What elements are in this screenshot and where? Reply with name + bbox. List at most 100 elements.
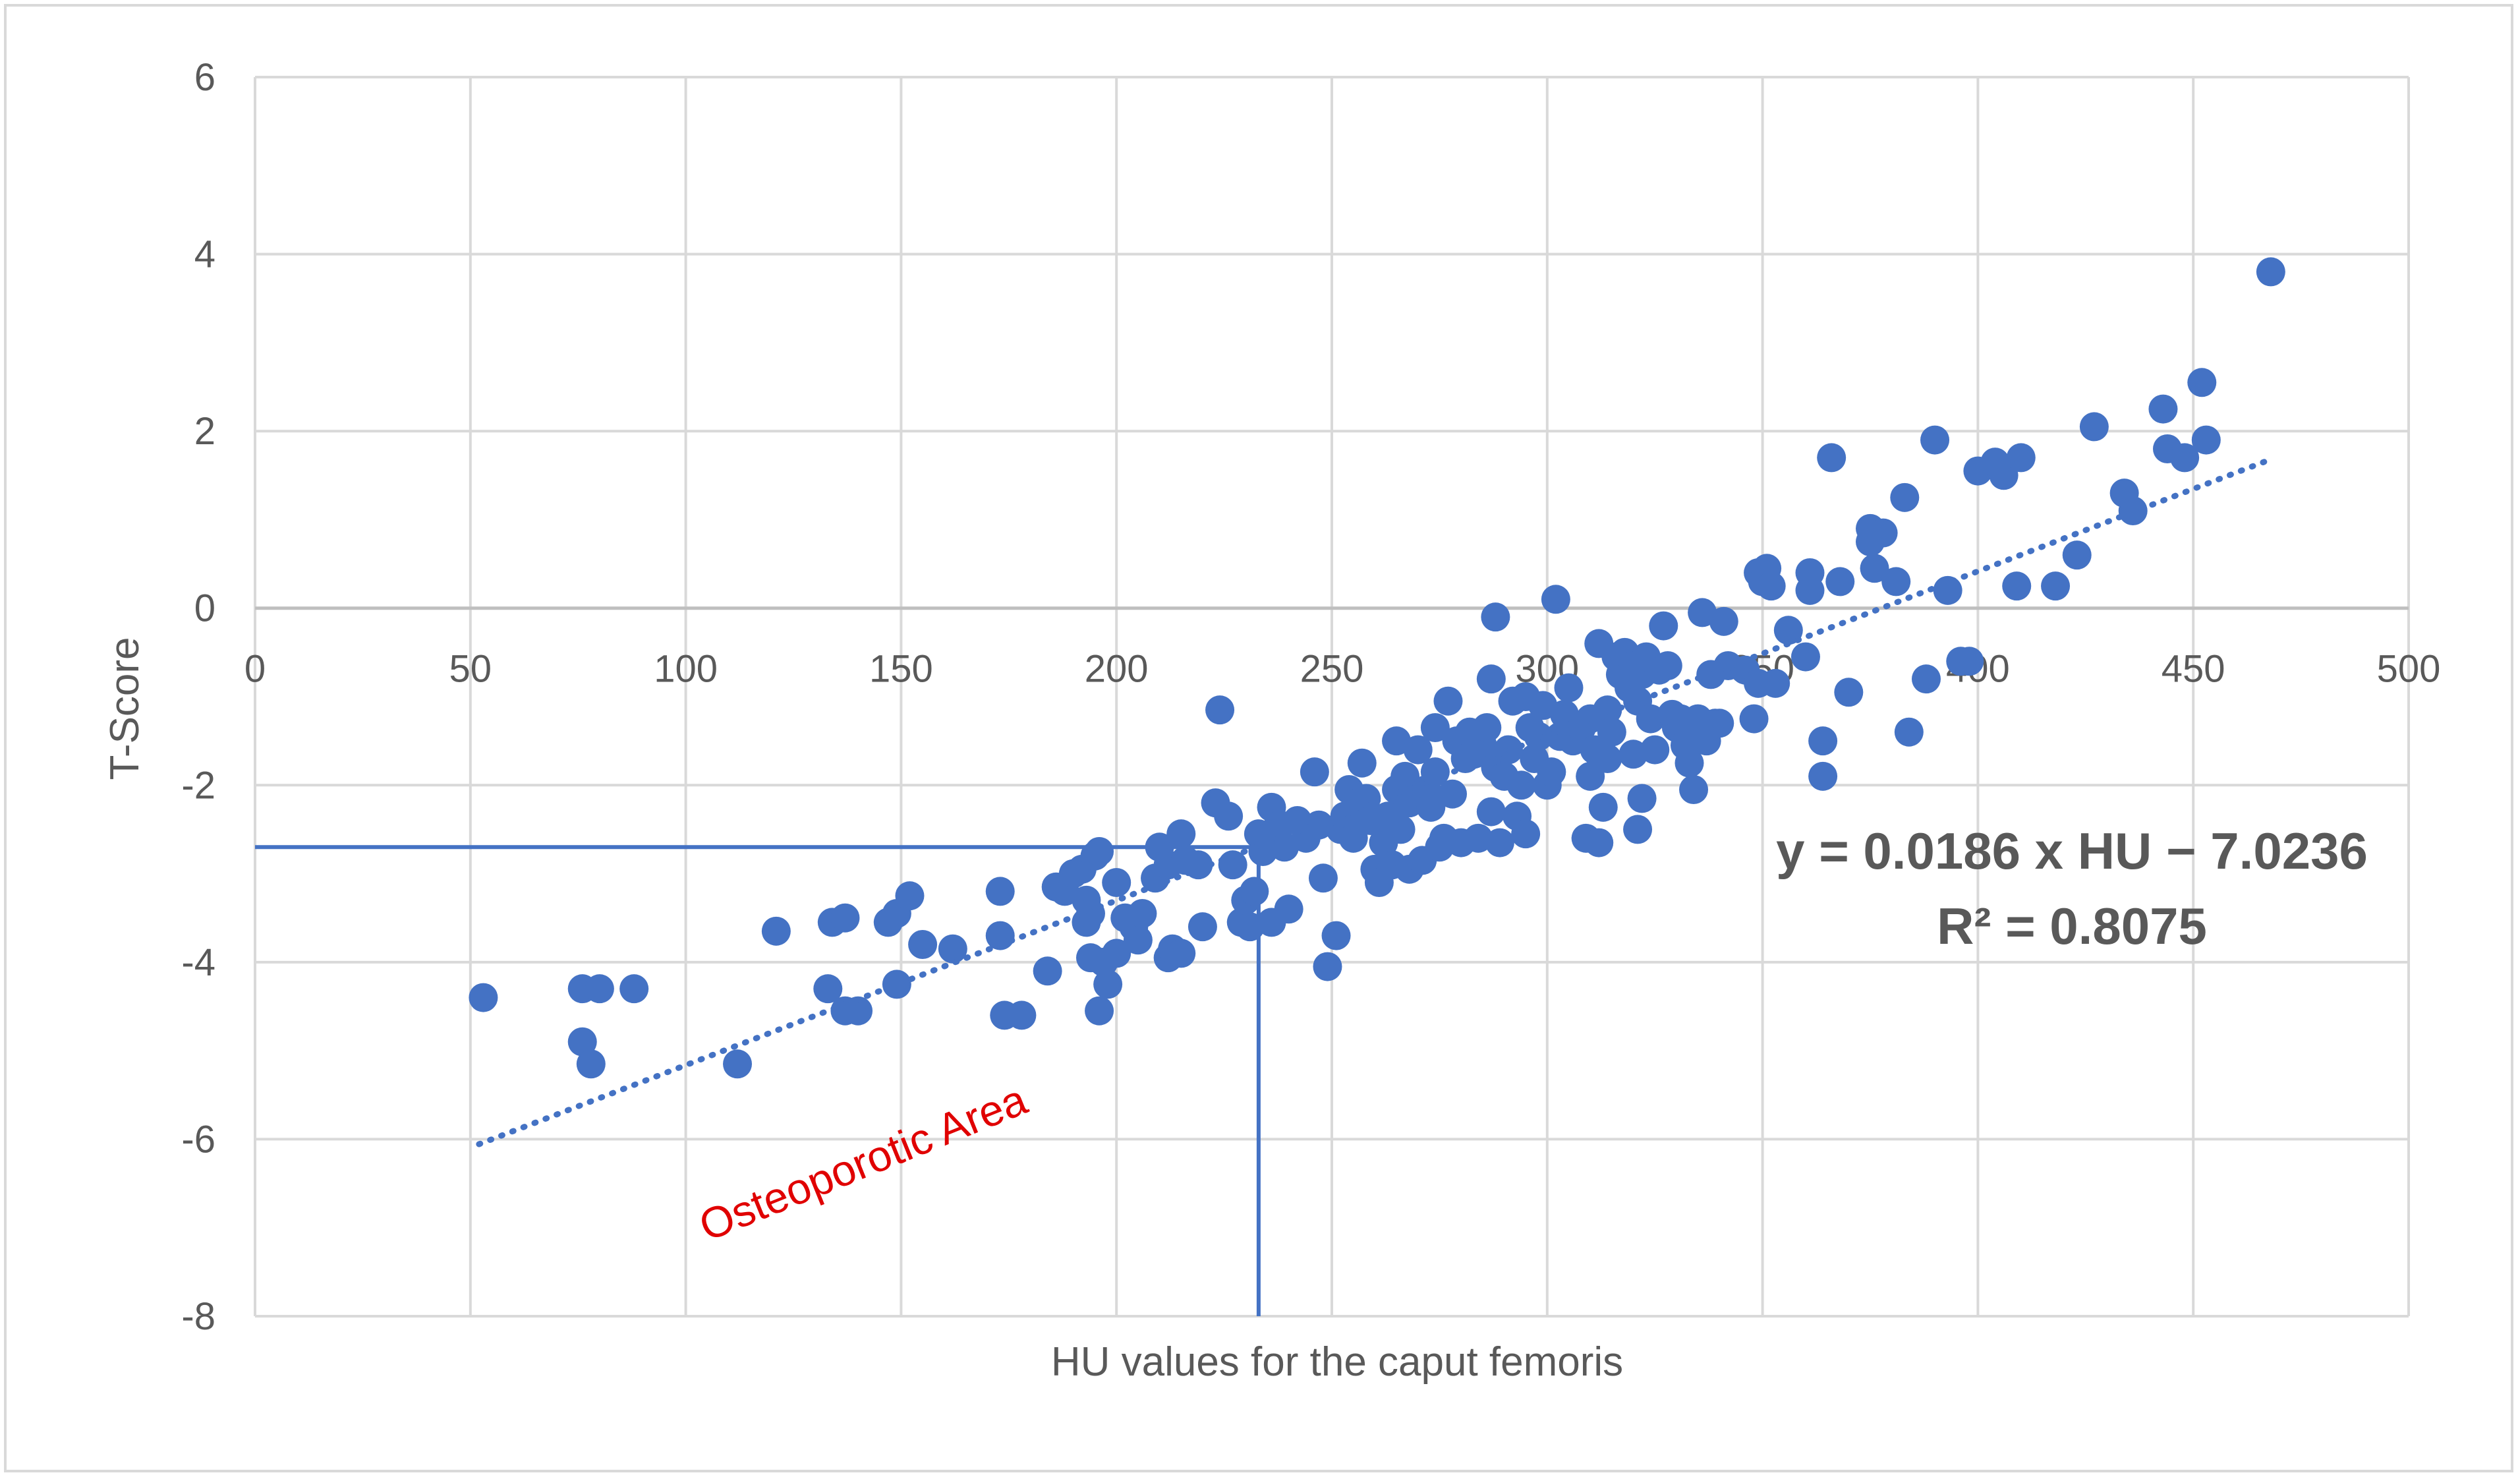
data-point: [1321, 921, 1351, 950]
data-point: [576, 1049, 606, 1079]
data-point: [1511, 819, 1541, 849]
data-point: [1085, 996, 1114, 1026]
data-point: [1218, 850, 1247, 880]
data-point: [1881, 567, 1911, 596]
data-point: [1795, 558, 1825, 587]
data-point: [1790, 642, 1820, 672]
data-point: [1597, 717, 1626, 747]
data-point: [1506, 770, 1536, 800]
data-point: [1808, 726, 1838, 756]
data-point: [1894, 717, 1924, 747]
data-point: [1274, 894, 1303, 924]
data-point: [1240, 877, 1269, 906]
data-point: [1739, 704, 1769, 734]
data-point: [1825, 567, 1855, 596]
data-point: [567, 1027, 597, 1057]
y-tick-label: 2: [194, 410, 215, 453]
y-tick-label: -4: [181, 941, 215, 984]
data-point: [1313, 952, 1342, 981]
data-point: [1554, 673, 1584, 703]
data-point: [1485, 828, 1514, 857]
data-point: [1817, 443, 1847, 473]
data-points: [469, 257, 2285, 1079]
data-point: [1214, 801, 1244, 831]
data-point: [723, 1049, 753, 1079]
data-point: [985, 877, 1015, 906]
data-point: [1352, 784, 1381, 813]
data-point: [1085, 837, 1114, 866]
data-point: [2002, 571, 2032, 601]
data-point: [1860, 554, 1889, 583]
tick-labels: 050100150200250300350400450500-8-6-4-202…: [181, 56, 2440, 1338]
data-point: [1188, 912, 1217, 942]
data-point: [469, 983, 498, 1012]
x-tick-label: 250: [1300, 648, 1364, 691]
data-point: [1300, 757, 1329, 787]
data-point: [1808, 761, 1838, 791]
data-point: [830, 903, 860, 933]
data-point: [908, 930, 938, 959]
y-tick-label: -2: [181, 764, 215, 807]
data-point: [761, 916, 791, 946]
data-point: [1304, 810, 1334, 840]
data-point: [1403, 735, 1433, 765]
data-point: [1093, 970, 1123, 999]
data-point: [1933, 575, 1962, 605]
data-point: [1416, 792, 1446, 822]
data-point: [2191, 425, 2221, 455]
data-point: [1649, 611, 1678, 641]
data-point: [1102, 939, 1131, 968]
data-point: [1308, 863, 1338, 893]
data-point: [1166, 939, 1196, 968]
data-point: [1627, 784, 1657, 813]
grid-lines: [254, 76, 2410, 1318]
data-point: [1679, 775, 1709, 804]
data-point: [1636, 704, 1665, 734]
y-axis-title: T-Score: [102, 637, 148, 780]
data-point: [895, 881, 925, 911]
data-point: [2079, 412, 2109, 442]
data-point: [1537, 757, 1566, 787]
data-point: [813, 974, 843, 1004]
data-point: [1476, 797, 1506, 826]
data-point: [1709, 606, 1738, 636]
data-point: [1420, 713, 1450, 742]
data-point: [1593, 744, 1622, 773]
data-point: [1128, 899, 1157, 928]
data-point: [1102, 868, 1131, 897]
data-point: [1653, 651, 1682, 680]
data-point: [2187, 368, 2217, 397]
threshold-lines: [255, 845, 1261, 1316]
osteoporotic-area-label: Osteoporotic Area: [693, 1074, 1034, 1250]
y-tick-label: 6: [194, 56, 215, 99]
data-point: [1618, 740, 1648, 769]
data-point: [1756, 571, 1786, 601]
data-point: [1123, 925, 1153, 955]
data-point: [1386, 815, 1416, 844]
trendline-path: [476, 457, 2270, 1147]
data-point: [1541, 585, 1570, 614]
data-point: [1033, 956, 1062, 986]
data-point: [1584, 828, 1614, 857]
trendline: [476, 457, 2270, 1147]
data-point: [2062, 540, 2092, 570]
data-point: [938, 934, 967, 964]
data-point: [1761, 668, 1790, 698]
x-tick-label: 0: [244, 648, 266, 691]
data-point: [1235, 912, 1265, 942]
data-point: [1890, 482, 1920, 512]
y-tick-label: -6: [181, 1118, 215, 1161]
data-point: [1390, 761, 1420, 791]
data-point: [2006, 443, 2036, 473]
data-point: [1347, 748, 1377, 778]
data-point: [1481, 602, 1510, 632]
data-point: [2170, 443, 2200, 473]
x-tick-label: 500: [2377, 648, 2441, 691]
data-point: [1955, 647, 1984, 676]
data-point: [1205, 695, 1235, 725]
data-point: [1588, 792, 1618, 822]
data-point: [1911, 664, 1941, 694]
data-point: [1705, 709, 1734, 738]
data-point: [1868, 518, 1898, 548]
